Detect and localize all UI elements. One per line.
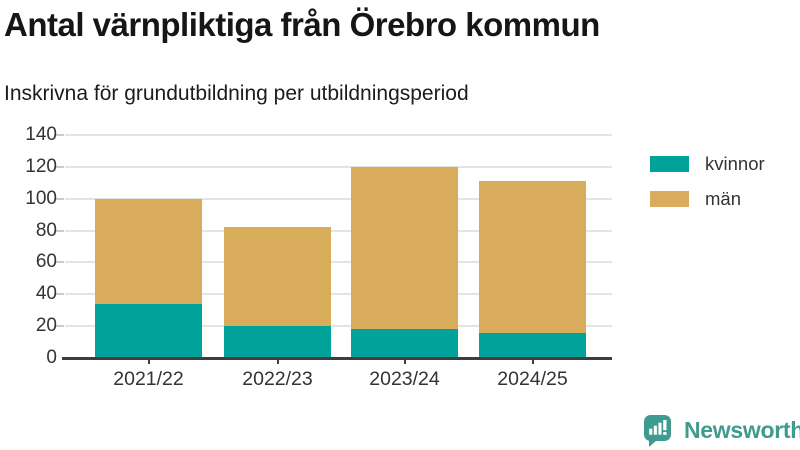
y-tick-40 bbox=[56, 293, 64, 296]
y-axis-label-60: 60 bbox=[35, 251, 57, 273]
legend-swatch-kvinnor bbox=[650, 156, 689, 172]
bar-2021/22-män bbox=[95, 198, 202, 304]
newsworthy-logo[interactable]: Newsworthy bbox=[643, 414, 800, 447]
x-axis-label-2023/24: 2023/24 bbox=[369, 368, 440, 390]
gridline-60 bbox=[65, 261, 612, 264]
y-axis-label-0: 0 bbox=[46, 347, 57, 368]
y-tick-20 bbox=[56, 325, 64, 328]
x-axis-line bbox=[62, 357, 612, 360]
legend-item-kvinnor: kvinnor bbox=[650, 153, 765, 175]
legend: kvinnor män bbox=[650, 153, 765, 223]
x-tick-2023/24 bbox=[403, 359, 406, 364]
x-axis-label-2022/23: 2022/23 bbox=[242, 368, 313, 390]
y-tick-80 bbox=[56, 229, 64, 232]
gridline-80 bbox=[65, 229, 612, 232]
legend-swatch-man bbox=[650, 191, 689, 207]
bar-2022/23-män bbox=[224, 227, 331, 327]
newsworthy-logo-text: Newsworthy bbox=[684, 417, 800, 443]
bar-2022/23-kvinnor bbox=[224, 326, 331, 358]
bar-2023/24-män bbox=[351, 166, 458, 330]
x-tick-2024/25 bbox=[531, 359, 534, 364]
y-axis-label-80: 80 bbox=[35, 219, 57, 241]
bar-chart-speech-bubble-icon bbox=[644, 415, 671, 447]
gridline-20 bbox=[65, 325, 612, 328]
legend-label-kvinnor: kvinnor bbox=[705, 153, 765, 174]
x-axis-label-2021/22: 2021/22 bbox=[113, 368, 184, 390]
chart-title: Antal värnpliktiga från Örebro kommun bbox=[4, 6, 600, 43]
gridline-100 bbox=[65, 197, 612, 200]
y-axis-label-40: 40 bbox=[35, 283, 57, 305]
y-tick-60 bbox=[56, 261, 64, 264]
y-axis-label-20: 20 bbox=[35, 315, 57, 337]
x-axis-label-2024/25: 2024/25 bbox=[497, 368, 568, 390]
bar-2023/24-kvinnor bbox=[351, 329, 458, 358]
y-axis-label-120: 120 bbox=[25, 155, 57, 177]
x-tick-2021/22 bbox=[147, 359, 150, 364]
bar-2024/25-män bbox=[479, 181, 586, 333]
gridline-40 bbox=[65, 293, 612, 296]
gridline-120 bbox=[65, 165, 612, 168]
legend-label-man: män bbox=[705, 188, 741, 209]
y-axis-label-100: 100 bbox=[25, 187, 57, 209]
plot-area bbox=[56, 134, 612, 364]
legend-item-man: män bbox=[650, 188, 765, 210]
x-tick-2022/23 bbox=[276, 359, 279, 364]
bar-2024/25-kvinnor bbox=[479, 332, 586, 358]
gridline-140 bbox=[65, 134, 612, 137]
y-tick-100 bbox=[56, 197, 64, 200]
chart-subtitle: Inskrivna för grundutbildning per utbild… bbox=[4, 82, 469, 105]
bar-2021/22-kvinnor bbox=[95, 303, 202, 358]
y-axis-label-140: 140 bbox=[25, 124, 57, 145]
y-tick-140 bbox=[56, 134, 64, 137]
y-tick-120 bbox=[56, 165, 64, 168]
